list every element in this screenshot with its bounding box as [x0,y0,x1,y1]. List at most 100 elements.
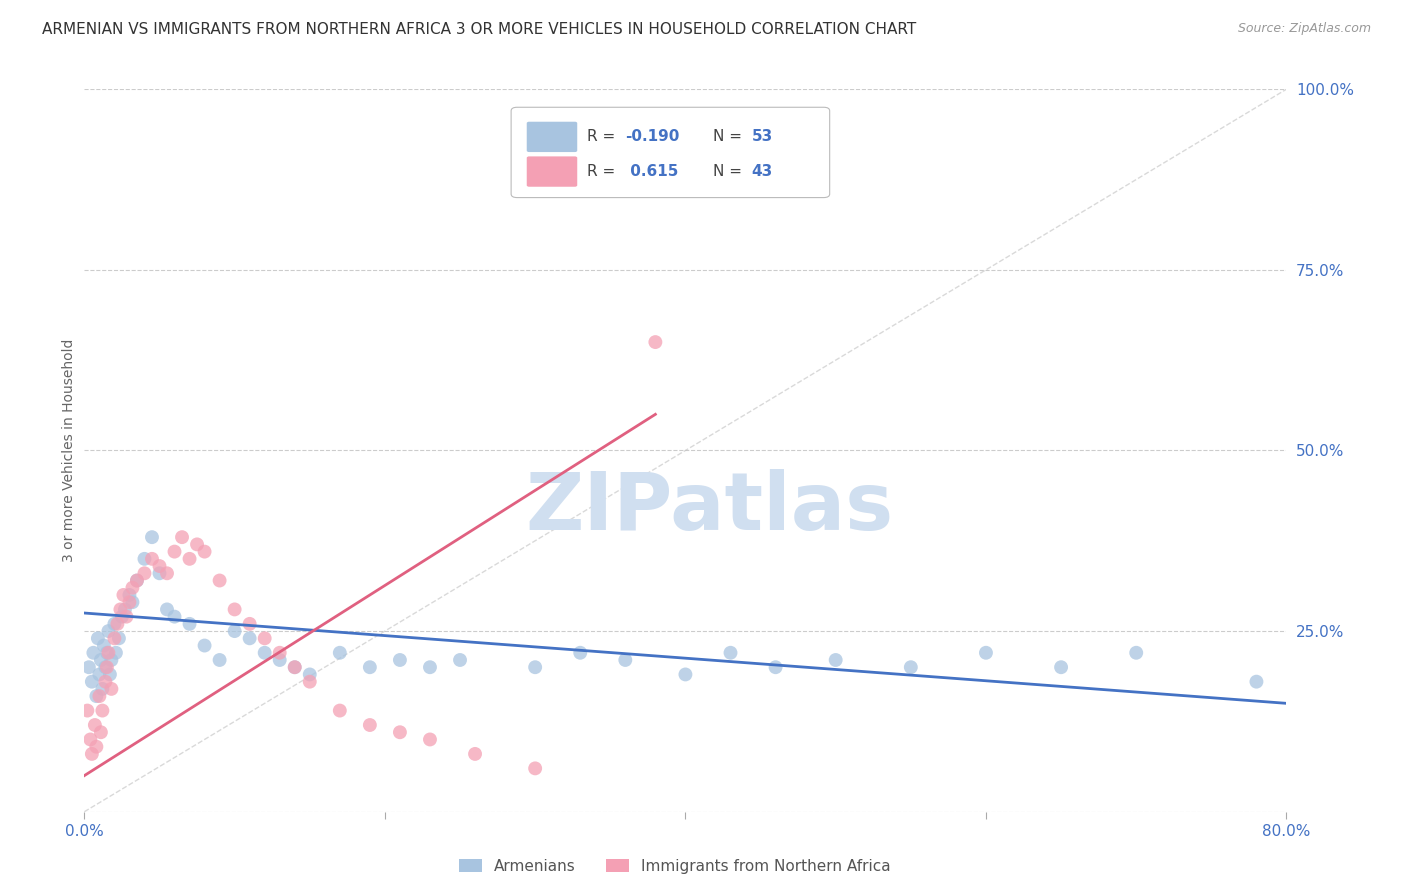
Point [134,566,156,581]
Point [269,646,291,660]
Text: 0.615: 0.615 [626,164,679,179]
Point [1125,646,1147,660]
Point [96,646,118,660]
Point [79,732,101,747]
Point [224,624,246,639]
Text: N =: N = [713,164,747,179]
Point [1050,660,1073,674]
Point [107,616,129,631]
Point [163,544,186,558]
Point [269,653,291,667]
Point [118,588,141,602]
Point [156,566,179,581]
Point [900,660,922,674]
FancyBboxPatch shape [512,107,830,198]
Point [359,660,381,674]
Point [103,616,125,631]
Point [524,660,547,674]
Point [419,660,441,674]
Text: 53: 53 [752,129,773,145]
Point [114,602,136,616]
Point [97,624,120,639]
Point [388,653,411,667]
Point [179,551,201,566]
Legend: Armenians, Immigrants from Northern Africa: Armenians, Immigrants from Northern Afri… [453,853,897,880]
Point [170,530,193,544]
FancyBboxPatch shape [527,156,578,186]
Point [82,646,104,660]
Point [208,574,231,588]
Text: ZIPatlas: ZIPatlas [526,469,894,548]
Point [83,718,105,732]
Point [156,602,179,616]
Point [89,689,111,703]
Point [110,602,132,616]
Point [115,609,138,624]
Point [239,616,262,631]
Point [614,653,637,667]
Point [824,653,846,667]
Point [80,747,103,761]
Text: R =: R = [586,164,624,179]
Point [194,639,217,653]
Point [329,646,352,660]
Point [103,632,125,646]
Point [141,530,163,544]
Point [134,551,156,566]
Point [86,739,108,754]
Point [186,537,208,551]
Point [720,646,742,660]
Point [89,667,111,681]
Point [90,725,112,739]
Point [253,632,276,646]
Point [121,595,143,609]
Point [76,704,98,718]
Point [253,646,276,660]
Point [104,646,127,660]
FancyBboxPatch shape [527,121,578,152]
Point [208,653,231,667]
Text: R =: R = [586,129,620,145]
Point [141,551,163,566]
Point [98,667,121,681]
Point [298,674,321,689]
Text: 43: 43 [752,164,773,179]
Text: ARMENIAN VS IMMIGRANTS FROM NORTHERN AFRICA 3 OR MORE VEHICLES IN HOUSEHOLD CORR: ARMENIAN VS IMMIGRANTS FROM NORTHERN AFR… [42,22,917,37]
Point [419,732,441,747]
Point [91,681,114,696]
Point [96,660,118,674]
Point [121,581,143,595]
Text: -0.190: -0.190 [626,129,679,145]
Point [94,660,117,674]
Point [91,704,114,718]
Point [80,674,103,689]
Text: Source: ZipAtlas.com: Source: ZipAtlas.com [1237,22,1371,36]
Point [94,674,117,689]
Point [284,660,307,674]
Point [100,681,122,696]
Point [148,559,170,574]
Point [90,653,112,667]
Point [359,718,381,732]
Point [86,689,108,703]
Point [449,653,471,667]
Point [179,616,201,631]
Point [239,632,262,646]
Point [284,660,307,674]
Point [163,609,186,624]
Point [118,595,141,609]
Point [97,646,120,660]
Point [524,761,547,775]
Point [765,660,787,674]
Point [77,660,100,674]
Point [569,646,592,660]
Point [298,667,321,681]
Point [87,632,110,646]
Point [93,639,115,653]
Point [108,632,131,646]
Y-axis label: 3 or more Vehicles in Household: 3 or more Vehicles in Household [62,339,76,562]
Text: N =: N = [713,129,747,145]
Point [224,602,246,616]
Point [1246,674,1268,689]
Point [148,566,170,581]
